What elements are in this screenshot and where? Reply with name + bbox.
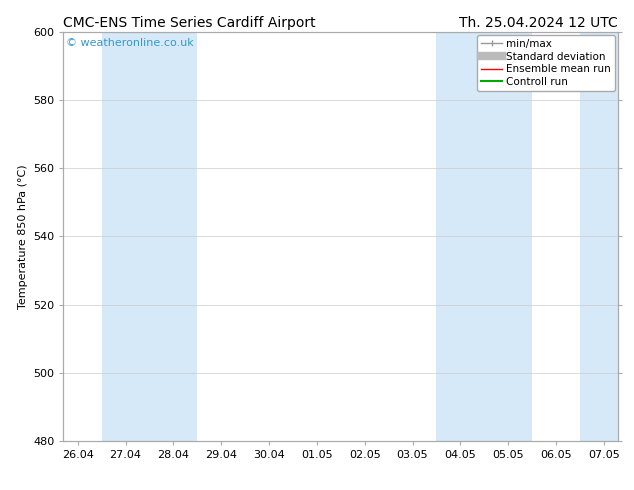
Y-axis label: Temperature 850 hPa (°C): Temperature 850 hPa (°C): [18, 164, 27, 309]
Bar: [101, 32, 197, 441]
Text: Th. 25.04.2024 12 UTC: Th. 25.04.2024 12 UTC: [460, 16, 618, 30]
Legend: min/max, Standard deviation, Ensemble mean run, Controll run: min/max, Standard deviation, Ensemble me…: [477, 35, 615, 91]
Bar: [580, 32, 628, 441]
Bar: [436, 32, 532, 441]
Text: © weatheronline.co.uk: © weatheronline.co.uk: [66, 38, 194, 48]
Text: CMC-ENS Time Series Cardiff Airport: CMC-ENS Time Series Cardiff Airport: [63, 16, 316, 30]
